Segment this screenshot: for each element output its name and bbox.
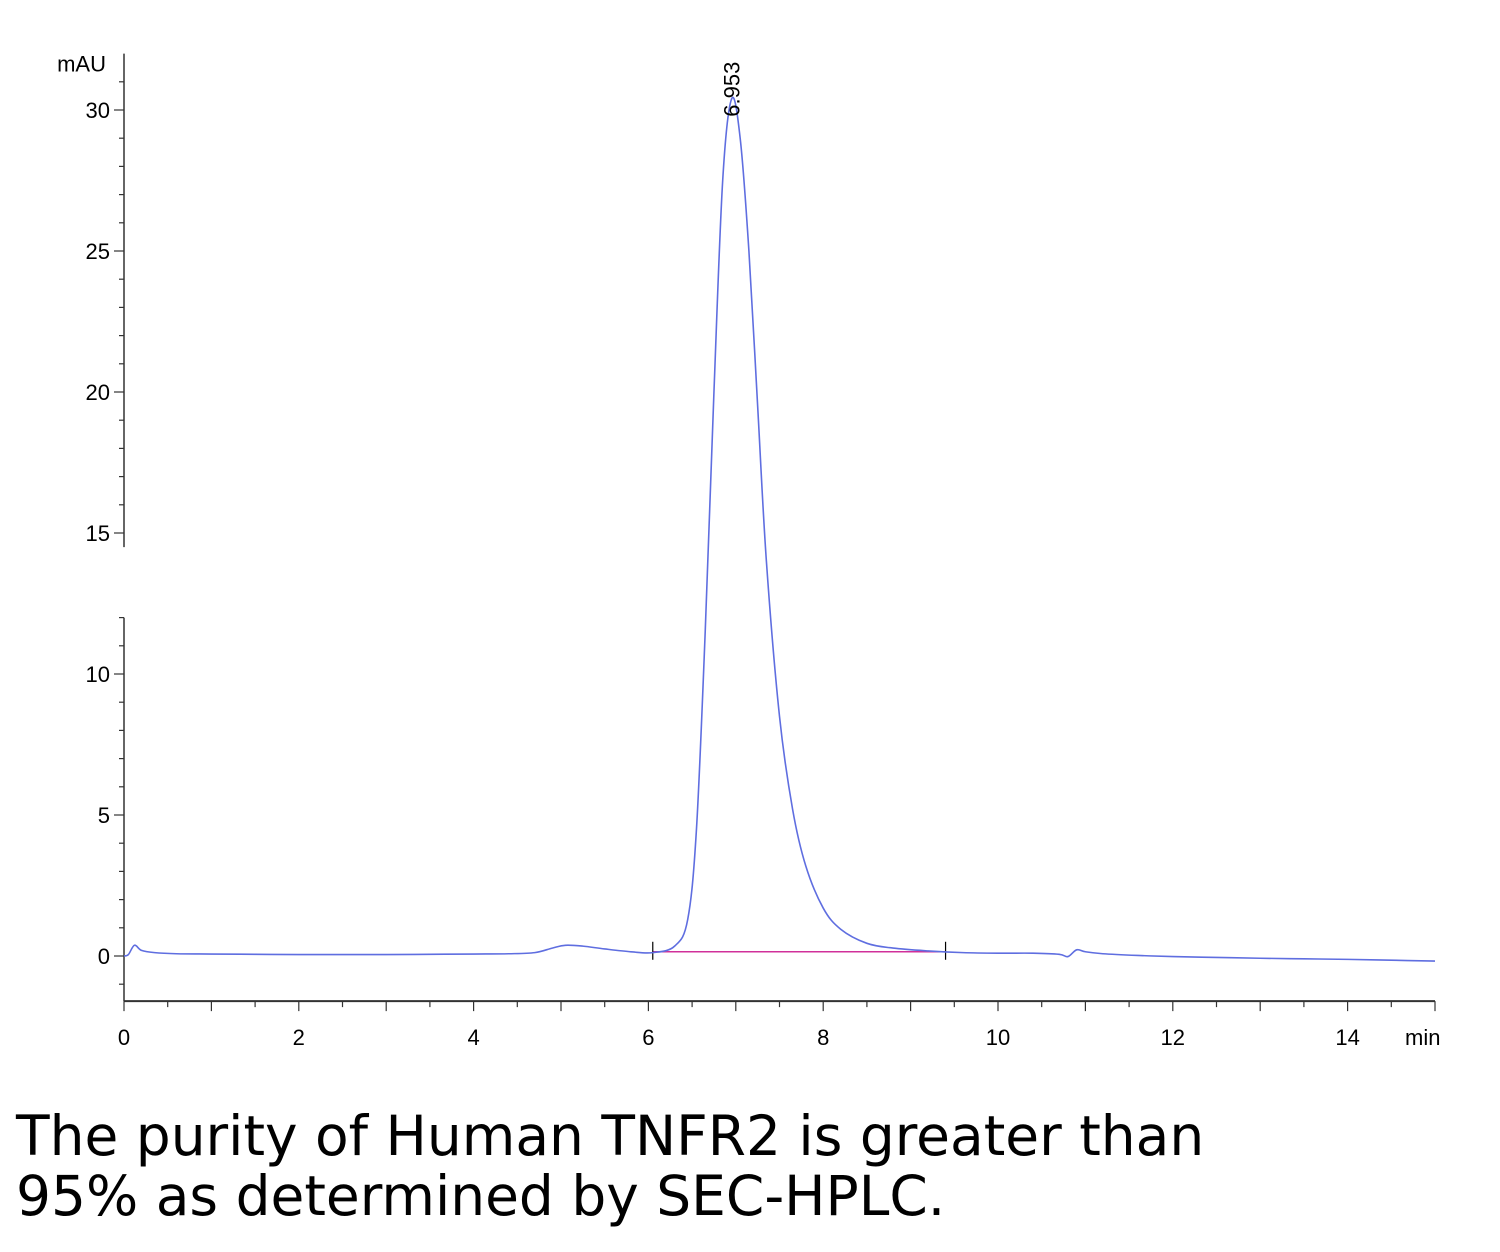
x-tick-label: 0: [118, 1025, 130, 1050]
y-tick-label: 10: [86, 662, 110, 687]
caption: The purity of Human TNFR2 is greater tha…: [16, 1106, 1316, 1226]
x-tick-label: 2: [293, 1025, 305, 1050]
caption-line-2: 95% as determined by SEC-HPLC.: [16, 1164, 946, 1228]
integration-baseline: [652, 941, 947, 960]
y-tick-label: 15: [86, 521, 110, 546]
x-tick-label: 10: [986, 1025, 1010, 1050]
series-layer: [123, 96, 1436, 962]
y-tick-label: 5: [98, 803, 110, 828]
y-axis-unit-label: mAU: [57, 52, 106, 77]
chromatogram-chart: 0 5 10 15 20 25 30 0 2 4 6 8 10 12 14 mAU min 6.953: [57, 52, 1440, 1051]
y-axis: 0 5 10 15 20 25 30: [86, 53, 125, 1002]
caption-line-1: The purity of Human TNFR2 is greater tha…: [16, 1104, 1205, 1168]
x-tick-label: 12: [1161, 1025, 1185, 1050]
y-tick-label: 0: [98, 944, 110, 969]
y-tick-label: 20: [86, 380, 110, 405]
x-axis: 0 2 4 6 8 10 12 14: [118, 1000, 1436, 1050]
y-tick-label: 25: [86, 239, 110, 264]
y-tick-label: 30: [86, 98, 110, 123]
x-tick-label: 6: [642, 1025, 654, 1050]
x-tick-label: 4: [467, 1025, 479, 1050]
x-tick-label: 8: [817, 1025, 829, 1050]
chromatogram-trace: [123, 96, 1436, 962]
peak-retention-time-label: 6.953: [720, 62, 745, 117]
x-axis-unit-label: min: [1405, 1025, 1440, 1050]
x-tick-label: 14: [1335, 1025, 1359, 1050]
